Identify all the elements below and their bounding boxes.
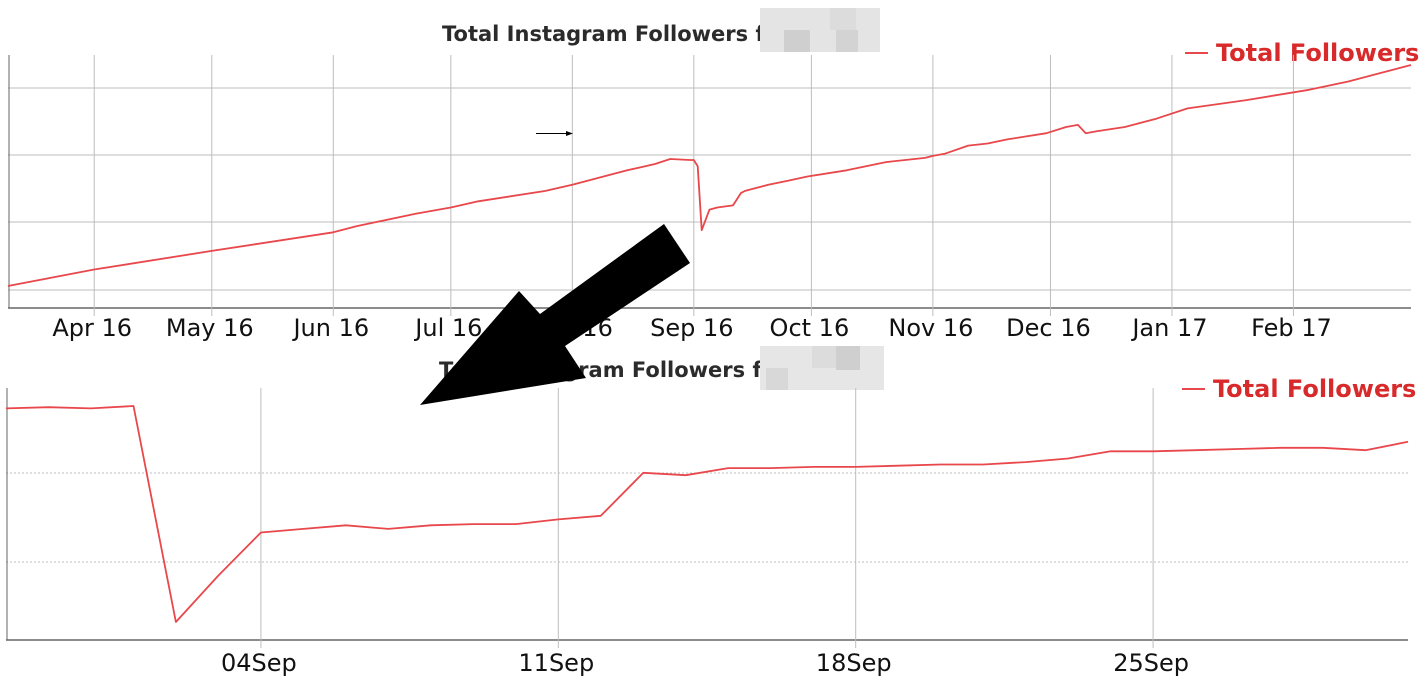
chart-top-grid xyxy=(8,55,1411,316)
chart-bottom-grid xyxy=(6,388,1408,648)
chart-bottom: Total Instagram Followers for Total Foll… xyxy=(5,346,1416,677)
x-tick-label: Sep 16 xyxy=(650,314,733,342)
x-tick-label: Dec 16 xyxy=(1006,314,1091,342)
series-line-total-followers xyxy=(7,64,1412,287)
redacted-name-blur xyxy=(760,8,880,52)
x-tick-label: Oct 16 xyxy=(770,314,850,342)
chart-bottom-x-ticks: 04Sep 11Sep 18Sep 25Sep xyxy=(221,649,1189,677)
legend-label-bottom: Total Followers xyxy=(1213,375,1416,403)
chart-top-series xyxy=(7,64,1412,287)
x-tick-label: Feb 17 xyxy=(1251,314,1332,342)
x-tick-label: Jul 16 xyxy=(413,314,482,342)
x-tick-label: Apr 16 xyxy=(52,314,132,342)
legend-label-top: Total Followers xyxy=(1216,39,1419,67)
x-tick-label: Nov 16 xyxy=(888,314,973,342)
chart-bottom-series xyxy=(5,405,1409,623)
x-tick-label: May 16 xyxy=(166,314,254,342)
x-tick-label: 25Sep xyxy=(1113,649,1189,677)
x-tick-label: 04Sep xyxy=(221,649,297,677)
chart-top: Total Instagram Followers for Total Foll… xyxy=(7,8,1419,342)
series-line-total-followers xyxy=(5,405,1409,623)
chart-top-title: Total Instagram Followers for xyxy=(442,22,790,46)
redacted-name-blur xyxy=(760,346,884,390)
x-tick-label: Jun 16 xyxy=(291,314,369,342)
arrow-pointer-icon xyxy=(420,224,690,405)
small-arrow-mark xyxy=(536,131,573,136)
x-tick-label: Jan 17 xyxy=(1130,314,1207,342)
x-tick-label: 18Sep xyxy=(816,649,892,677)
x-tick-label: 11Sep xyxy=(518,649,594,677)
